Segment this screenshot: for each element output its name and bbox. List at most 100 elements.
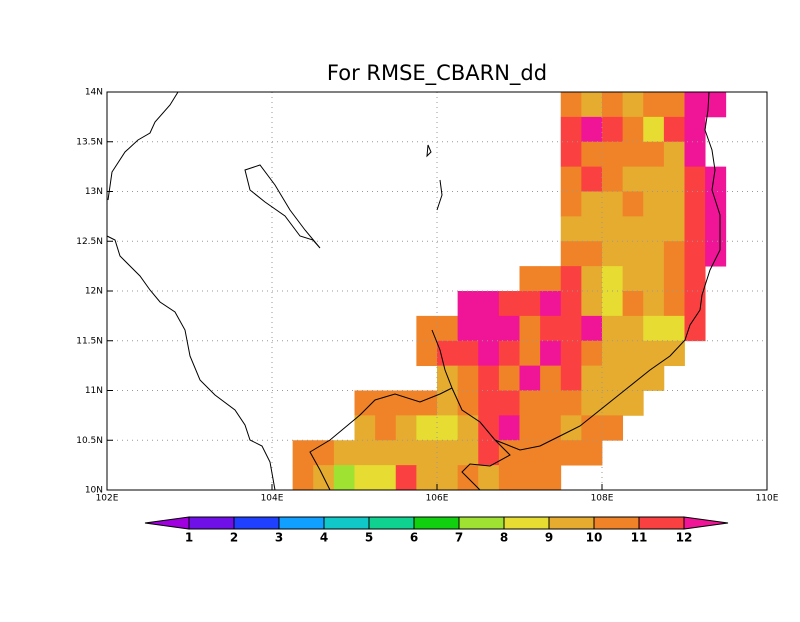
cell — [581, 315, 603, 342]
cell — [560, 216, 582, 242]
cell — [540, 291, 562, 317]
cell — [622, 216, 644, 242]
colorbar-label: 12 — [676, 531, 693, 545]
cell — [519, 440, 541, 466]
cell — [498, 415, 520, 441]
cell — [622, 92, 644, 118]
cell — [684, 166, 706, 192]
cell — [684, 216, 706, 242]
cell — [457, 415, 479, 441]
x-tick-label: 106E — [426, 494, 449, 504]
x-tick-label: 102E — [96, 494, 119, 504]
cell — [375, 440, 397, 466]
colorbar-label: 1 — [185, 531, 193, 545]
cell — [498, 340, 520, 367]
cell — [498, 291, 520, 317]
cell — [663, 315, 685, 342]
cell — [540, 365, 562, 391]
cell — [478, 390, 500, 416]
cell — [498, 365, 520, 391]
cell — [519, 266, 541, 292]
cell — [663, 191, 685, 217]
lake — [244, 164, 321, 249]
cell — [540, 465, 562, 491]
cell — [519, 291, 541, 317]
cell — [581, 191, 603, 217]
y-tick-label: 10N — [85, 486, 103, 496]
cell — [560, 390, 582, 416]
cell — [437, 440, 459, 466]
cell — [602, 191, 624, 217]
colorbar-label: 9 — [545, 531, 553, 545]
cell — [581, 216, 603, 242]
x-tick-label: 110E — [756, 494, 779, 504]
cell — [663, 216, 685, 242]
colorbar-end — [144, 516, 190, 530]
cell — [581, 291, 603, 317]
colorbar-box — [548, 516, 595, 530]
cell — [643, 291, 665, 317]
cell — [643, 141, 665, 168]
cell — [498, 390, 520, 416]
cell — [622, 116, 644, 143]
cell — [292, 440, 314, 466]
grid: 102E 104E 106E 108E 110E 10N 10.5N 11N 11.5N 12N 1… — [76, 88, 779, 504]
cell — [602, 340, 624, 367]
cell — [354, 390, 376, 416]
cell — [684, 92, 706, 118]
cell — [560, 340, 582, 367]
cell — [684, 141, 706, 168]
cell — [663, 141, 685, 168]
cell — [705, 92, 727, 118]
cell — [622, 365, 644, 391]
cell — [416, 415, 438, 441]
coastline — [106, 91, 721, 491]
y-tick-label: 14N — [85, 88, 103, 98]
cell — [395, 465, 417, 491]
colorbar-label: 6 — [410, 531, 418, 545]
cell — [457, 291, 479, 317]
colorbar-box — [368, 516, 415, 530]
cell — [478, 291, 500, 317]
cell — [581, 141, 603, 168]
cell — [602, 166, 624, 192]
colorbar-label: 11 — [631, 531, 648, 545]
cell — [602, 216, 624, 242]
x-tick-label: 104E — [261, 494, 284, 504]
cell — [375, 390, 397, 416]
colorbar-box — [638, 516, 685, 530]
colorbar-box — [593, 516, 640, 530]
cell — [622, 266, 644, 292]
cell — [560, 440, 582, 466]
cell — [705, 191, 727, 217]
cell — [560, 241, 582, 267]
cell — [354, 465, 376, 491]
cell — [416, 315, 438, 342]
cell — [643, 166, 665, 192]
cell — [602, 365, 624, 391]
cell — [622, 241, 644, 267]
coast-west — [107, 91, 179, 201]
colorbar-box — [278, 516, 325, 530]
cell — [437, 315, 459, 342]
cell — [602, 315, 624, 342]
cell — [581, 116, 603, 143]
cell — [416, 465, 438, 491]
colorbar-label: 7 — [455, 531, 463, 545]
colorbar-label: 4 — [320, 531, 328, 545]
cell — [622, 390, 644, 416]
cell — [560, 365, 582, 391]
cell — [416, 440, 438, 466]
colorbar-box — [413, 516, 460, 530]
cell — [540, 266, 562, 292]
cell — [519, 390, 541, 416]
cell — [581, 365, 603, 391]
cell — [663, 241, 685, 267]
colorbar-label: 3 — [275, 531, 283, 545]
cell — [498, 440, 520, 466]
coast-delta — [451, 387, 511, 491]
cell — [540, 315, 562, 342]
cell — [581, 92, 603, 118]
cell — [560, 116, 582, 143]
